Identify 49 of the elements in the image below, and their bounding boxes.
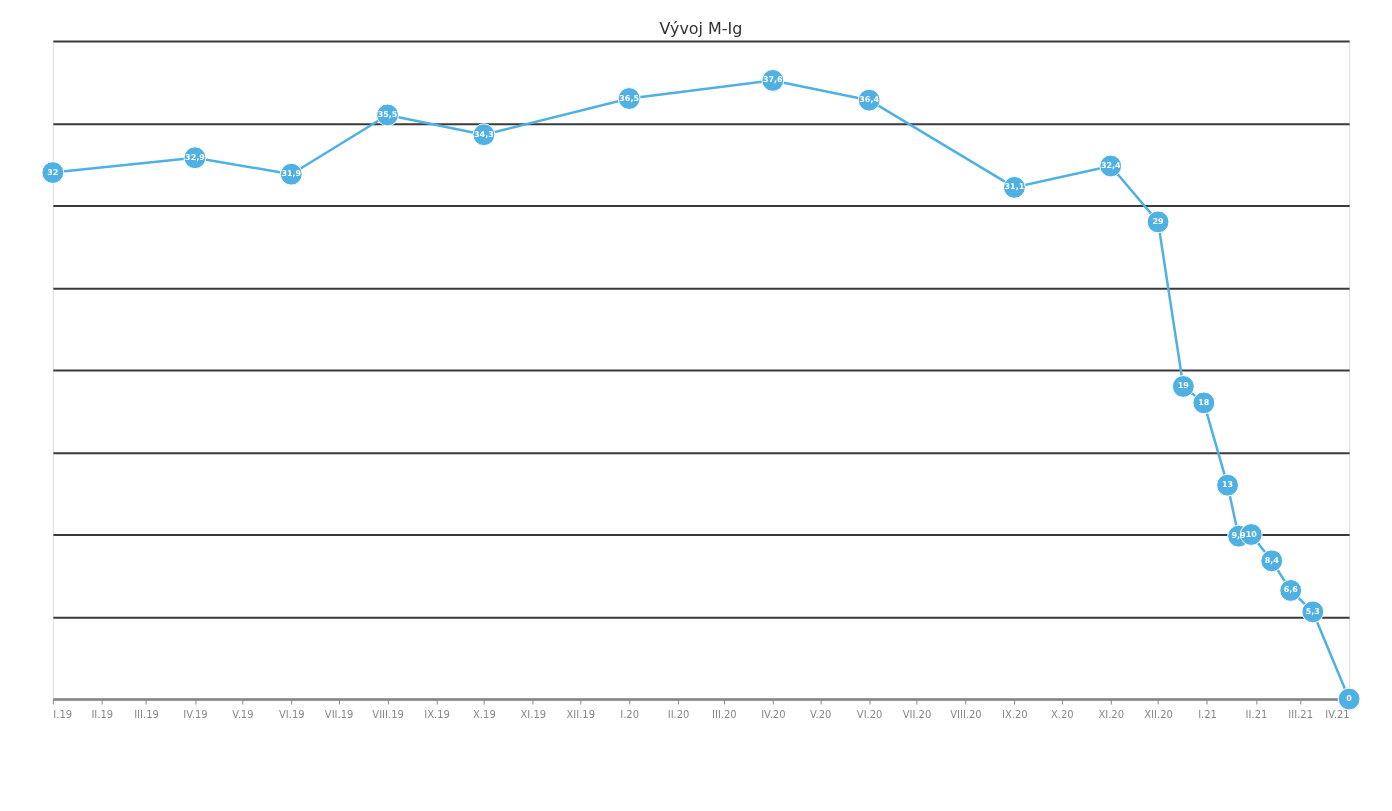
x-tick-label: X.19 bbox=[473, 709, 496, 721]
x-tick-label: IV.21 bbox=[1325, 709, 1350, 721]
data-label: 37,6 bbox=[762, 75, 784, 85]
data-label: 10 bbox=[1245, 529, 1258, 539]
data-label: 32,9 bbox=[185, 152, 206, 162]
x-tick-label: XII.19 bbox=[566, 709, 595, 721]
x-tick-label: X.20 bbox=[1050, 709, 1074, 721]
x-tick-label: VIII.19 bbox=[372, 709, 404, 721]
data-label: 31,9 bbox=[281, 169, 302, 179]
x-tick-label: VII.20 bbox=[902, 709, 932, 721]
x-tick-label: III.19 bbox=[134, 709, 159, 721]
x-tick-label: V.20 bbox=[810, 709, 832, 721]
data-label: 8,4 bbox=[1264, 555, 1280, 565]
data-label: 34,3 bbox=[474, 129, 494, 139]
x-tick-label: I.20 bbox=[620, 709, 640, 721]
x-tick-label: IX.19 bbox=[424, 709, 450, 721]
x-tick-label: XII.20 bbox=[1144, 709, 1173, 721]
chart-title: Vývoj M-Ig bbox=[659, 18, 743, 38]
x-tick-label: IX.20 bbox=[1002, 709, 1028, 721]
data-label: 18 bbox=[1198, 397, 1210, 407]
x-tick-label: V.19 bbox=[232, 709, 254, 721]
x-tick-label: XI.20 bbox=[1098, 709, 1125, 721]
x-tick-label: II.20 bbox=[667, 709, 690, 721]
x-tick-label: IV.20 bbox=[761, 709, 786, 721]
x-tick-label: III.20 bbox=[712, 709, 737, 721]
x-tick-label: XI.19 bbox=[520, 709, 547, 721]
x-tick-label: I.21 bbox=[1198, 709, 1217, 721]
point bbox=[1337, 687, 1361, 711]
data-label: 35,5 bbox=[377, 109, 398, 119]
x-tick-label: II.21 bbox=[1245, 709, 1268, 721]
data-label: 32,4 bbox=[1100, 160, 1121, 170]
data-label: 29 bbox=[1152, 216, 1165, 226]
x-tick-label: VI.20 bbox=[856, 709, 883, 721]
data-label: 19 bbox=[1177, 381, 1190, 391]
data-label: 6,6 bbox=[1283, 585, 1299, 595]
x-tick-label: VI.19 bbox=[278, 709, 305, 721]
data-label: 36,5 bbox=[619, 93, 639, 103]
x-tick-label: IV.19 bbox=[183, 709, 208, 721]
data-label: 31,1 bbox=[1004, 182, 1025, 192]
x-tick-label: I.19 bbox=[53, 709, 73, 721]
x-tick-label: VII.19 bbox=[324, 709, 354, 721]
data-label: 36,4 bbox=[859, 95, 880, 105]
data-label: 5,3 bbox=[1305, 606, 1320, 616]
data-label: 0 bbox=[1346, 694, 1353, 704]
x-tick-label: III.21 bbox=[1288, 709, 1314, 721]
x-tick-label: II.19 bbox=[91, 709, 114, 721]
x-tick-label: VIII.20 bbox=[950, 709, 982, 721]
data-label: 13 bbox=[1222, 480, 1234, 490]
data-label: 32 bbox=[47, 167, 59, 177]
